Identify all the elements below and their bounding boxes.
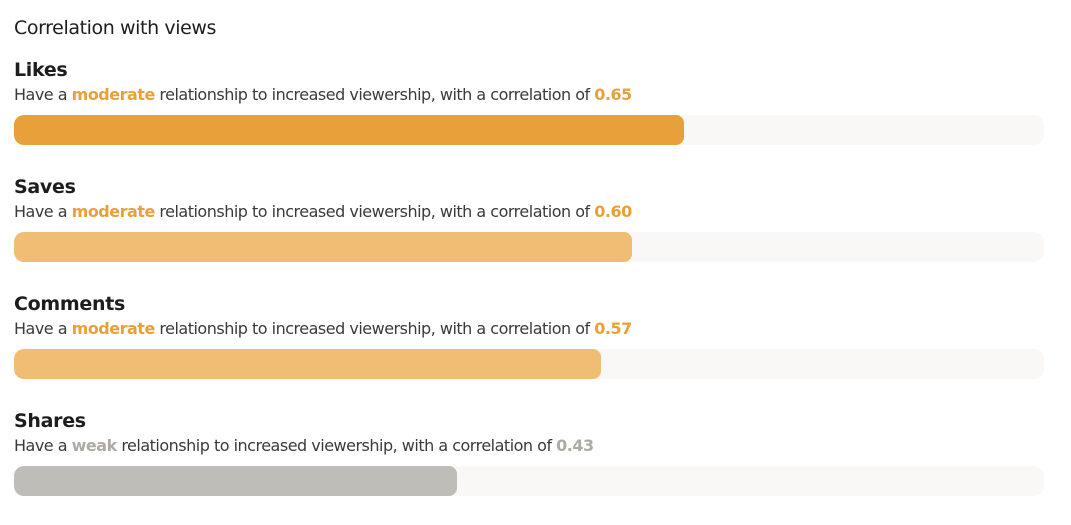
desc-prefix: Have a bbox=[14, 202, 68, 221]
metric-description: Have a moderate relationship to increase… bbox=[14, 201, 1044, 223]
desc-prefix: Have a bbox=[14, 85, 68, 104]
desc-suffix: relationship to increased viewership, wi… bbox=[159, 202, 590, 221]
metric-name: Shares bbox=[14, 410, 86, 432]
correlation-bar-track bbox=[14, 349, 1044, 379]
metric-name: Saves bbox=[14, 176, 76, 198]
metric-likes: Likes Have a moderate relationship to in… bbox=[14, 57, 1044, 145]
correlation-bar-fill bbox=[14, 349, 602, 379]
metric-description: Have a weak relationship to increased vi… bbox=[14, 435, 1044, 457]
correlation-card: Correlation with views Likes Have a mode… bbox=[14, 14, 1044, 496]
correlation-bar-fill bbox=[14, 232, 632, 262]
desc-suffix: relationship to increased viewership, wi… bbox=[159, 319, 590, 338]
correlation-bar-fill bbox=[14, 115, 684, 145]
metric-name: Likes bbox=[14, 59, 68, 81]
metric-description: Have a moderate relationship to increase… bbox=[14, 318, 1044, 340]
desc-prefix: Have a bbox=[14, 436, 68, 455]
correlation-value: 0.60 bbox=[594, 202, 632, 221]
desc-suffix: relationship to increased viewership, wi… bbox=[159, 85, 590, 104]
metric-comments: Comments Have a moderate relationship to… bbox=[14, 291, 1044, 379]
correlation-bar-track bbox=[14, 466, 1044, 496]
desc-prefix: Have a bbox=[14, 319, 68, 338]
correlation-value: 0.43 bbox=[556, 436, 594, 455]
desc-suffix: relationship to increased viewership, wi… bbox=[121, 436, 552, 455]
metric-description: Have a moderate relationship to increase… bbox=[14, 84, 1044, 106]
metric-saves: Saves Have a moderate relationship to in… bbox=[14, 174, 1044, 262]
correlation-bar-track bbox=[14, 115, 1044, 145]
correlation-value: 0.57 bbox=[594, 319, 632, 338]
metric-name: Comments bbox=[14, 293, 125, 315]
correlation-bar-track bbox=[14, 232, 1044, 262]
correlation-bar-fill bbox=[14, 466, 457, 496]
strength-label: moderate bbox=[71, 85, 156, 104]
strength-label: weak bbox=[71, 436, 118, 455]
correlation-value: 0.65 bbox=[594, 85, 632, 104]
card-title: Correlation with views bbox=[14, 17, 217, 39]
metric-shares: Shares Have a weak relationship to incre… bbox=[14, 408, 1044, 496]
strength-label: moderate bbox=[71, 202, 156, 221]
strength-label: moderate bbox=[71, 319, 156, 338]
